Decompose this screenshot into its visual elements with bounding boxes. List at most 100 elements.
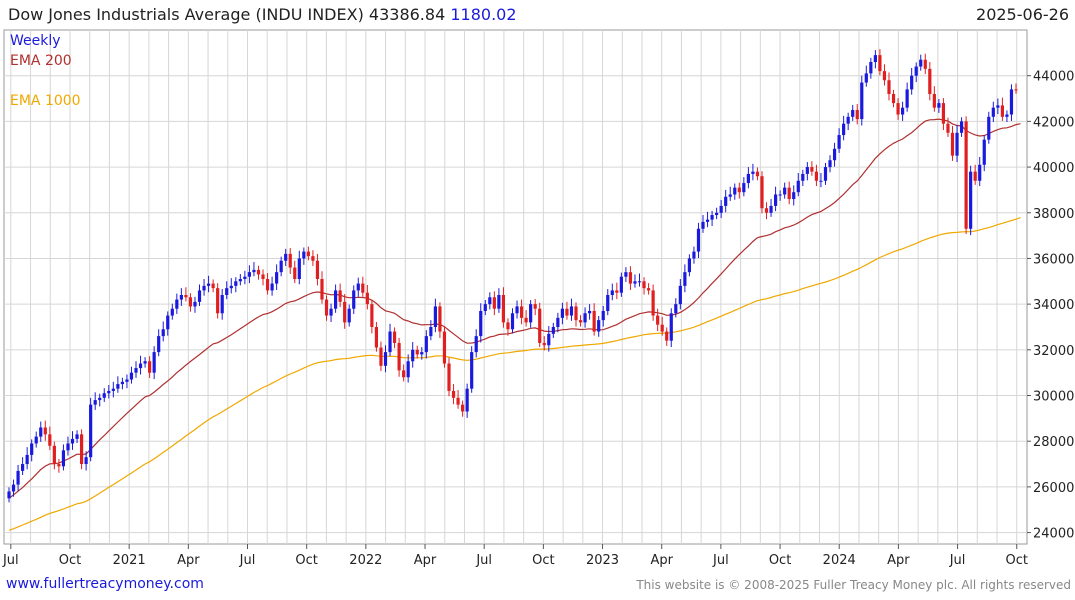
x-tick-label: Apr	[650, 553, 673, 568]
weekly-bar	[188, 293, 193, 312]
weekly-bar	[392, 327, 397, 349]
y-tick-label: 30000	[1033, 390, 1074, 405]
weekly-bar	[878, 49, 882, 76]
weekly-bar	[247, 265, 252, 284]
weekly-bar	[751, 163, 755, 181]
weekly-bar	[633, 274, 637, 288]
weekly-bar	[982, 135, 986, 172]
weekly-bar	[959, 117, 964, 137]
weekly-bar	[710, 210, 714, 227]
x-tick-label: Oct	[59, 553, 81, 568]
weekly-bar	[138, 355, 143, 375]
weekly-bar	[433, 298, 437, 333]
weekly-bar	[914, 62, 918, 83]
weekly-bar	[279, 256, 283, 277]
weekly-bar	[932, 86, 936, 112]
legend-ema200: EMA 200	[10, 53, 72, 69]
weekly-bar	[497, 288, 501, 313]
x-tick-label: Apr	[177, 553, 200, 568]
weekly-bar	[928, 61, 932, 101]
weekly-bar	[338, 283, 342, 308]
weekly-bar	[288, 247, 292, 274]
x-tick-label: Jul	[2, 553, 19, 568]
weekly-bar	[111, 381, 115, 398]
weekly-bar	[270, 276, 274, 296]
weekly-bar	[1009, 84, 1014, 121]
x-axis: Jul Oct 2021 Apr Jul Oct 2022 Apr Jul Oct 2023 Apr J…	[2, 544, 1028, 568]
weekly-bar	[89, 397, 93, 462]
weekly-bar	[923, 53, 927, 75]
weekly-bar	[991, 101, 995, 123]
weekly-bar	[98, 393, 102, 407]
weekly-bar	[529, 300, 533, 328]
weekly-bar	[910, 67, 914, 95]
weekly-bar	[161, 321, 165, 342]
y-tick-label: 24000	[1033, 527, 1074, 542]
weekly-bar	[343, 294, 347, 329]
weekly-bar	[828, 155, 832, 173]
weekly-bar	[973, 164, 977, 185]
bars-layer	[7, 49, 1018, 503]
weekly-bar	[533, 299, 537, 316]
x-tick-label: Jul	[239, 553, 256, 568]
weekly-bar	[57, 459, 61, 473]
weekly-bar	[157, 329, 161, 357]
weekly-bar	[660, 316, 664, 336]
weekly-bar	[442, 326, 447, 368]
weekly-bar	[728, 186, 732, 201]
weekly-bar	[805, 162, 809, 181]
weekly-bar	[524, 310, 528, 327]
weekly-bar	[891, 89, 896, 108]
weekly-bar	[597, 316, 601, 337]
weekly-bar	[755, 167, 760, 181]
y-tick-label: 32000	[1033, 344, 1074, 359]
weekly-bar	[937, 98, 941, 113]
last-price: 43386.84	[368, 5, 446, 24]
weekly-bar	[610, 283, 614, 301]
weekly-bar	[356, 277, 360, 297]
y-tick-label: 44000	[1033, 70, 1074, 85]
legend-weekly: Weekly	[10, 33, 61, 49]
weekly-bar	[592, 303, 596, 336]
weekly-bar	[320, 271, 324, 304]
weekly-bar	[492, 291, 496, 316]
weekly-bar	[116, 376, 120, 393]
x-tick-label: Oct	[295, 553, 317, 568]
site-link[interactable]: www.fullertreacymoney.com	[6, 576, 204, 592]
weekly-bar	[66, 436, 70, 456]
weekly-bar	[48, 426, 52, 450]
weekly-bar	[588, 304, 592, 320]
weekly-bar	[887, 72, 891, 101]
weekly-bar	[347, 304, 351, 327]
weekly-bar	[569, 298, 574, 321]
weekly-bar	[724, 189, 728, 213]
weekly-bar	[284, 248, 288, 266]
y-tick-label: 36000	[1033, 252, 1074, 267]
weekly-bar	[243, 270, 247, 285]
x-tick-label: 2023	[586, 553, 619, 568]
x-tick-label: Apr	[414, 553, 437, 568]
weekly-bar	[365, 284, 369, 310]
weekly-bar	[107, 385, 111, 399]
y-tick-label: 34000	[1033, 298, 1074, 313]
weekly-bar	[987, 111, 991, 144]
legend-ema1000: EMA 1000	[10, 93, 81, 109]
weekly-bar	[823, 162, 828, 185]
weekly-bar	[465, 383, 469, 418]
weekly-bar	[551, 322, 555, 338]
weekly-bar	[275, 264, 279, 290]
weekly-bar	[420, 347, 424, 360]
weekly-bar	[696, 222, 701, 258]
weekly-bar	[950, 125, 955, 161]
weekly-bar	[125, 374, 129, 389]
weekly-bar	[1005, 110, 1009, 123]
weekly-bar	[574, 302, 578, 327]
weekly-bar	[238, 273, 242, 286]
weekly-bar	[84, 451, 88, 471]
weekly-bar	[402, 364, 406, 382]
weekly-bar	[143, 357, 147, 368]
y-tick-label: 40000	[1033, 161, 1074, 176]
weekly-bar	[16, 464, 20, 492]
weekly-bar	[293, 260, 297, 284]
x-tick-label: 2021	[113, 553, 146, 568]
